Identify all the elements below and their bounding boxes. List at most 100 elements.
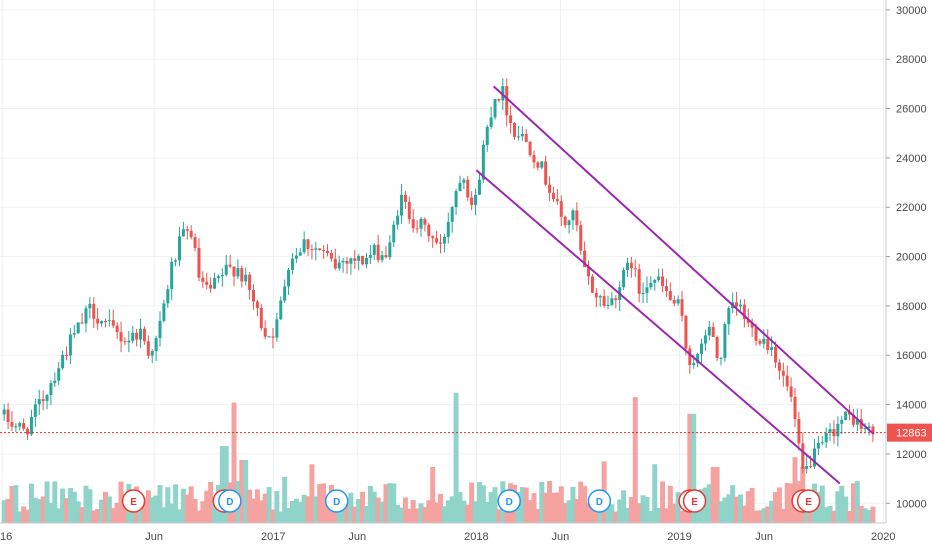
candle-body	[809, 466, 813, 468]
candle-body	[435, 238, 439, 243]
candle-body	[181, 229, 185, 237]
dividend-marker-circle	[587, 489, 612, 513]
candle-body	[322, 249, 326, 251]
volume-bar	[95, 509, 101, 523]
dividend-marker[interactable]: D	[324, 489, 349, 513]
dividend-marker[interactable]: D	[218, 489, 242, 513]
candle-body	[29, 416, 33, 435]
time-tick-label: 2018	[464, 531, 488, 543]
volume-bar	[434, 502, 440, 523]
earnings-marker[interactable]: E	[796, 489, 821, 513]
volume-bar	[593, 504, 599, 523]
candle-body	[684, 315, 688, 349]
volume-bar	[286, 507, 292, 523]
volume-bar	[200, 501, 206, 523]
candle-body	[715, 336, 719, 359]
volume-bar	[652, 464, 658, 523]
candle-body	[828, 429, 832, 433]
volume-bar	[823, 507, 829, 523]
candle-body	[497, 98, 501, 101]
volume-bar	[648, 511, 654, 523]
volume-bar	[391, 483, 397, 523]
candle-body	[719, 357, 723, 359]
volume-bar	[854, 481, 860, 523]
volume-bar	[212, 502, 218, 523]
candle-body	[33, 404, 37, 417]
volume-bar	[624, 507, 630, 523]
volume-bar	[492, 487, 498, 523]
price-candles	[2, 78, 875, 474]
channel-line	[492, 85, 875, 435]
volume-bar	[13, 485, 19, 523]
candle-body	[579, 225, 583, 251]
candle-body	[571, 210, 575, 221]
volume-bar	[617, 499, 623, 523]
volume-bar	[757, 510, 763, 523]
volume-bar	[679, 510, 685, 523]
earnings-marker-label: E	[691, 497, 698, 508]
volume-bar	[660, 481, 666, 523]
candle-body	[746, 319, 750, 323]
volume-bar	[866, 509, 872, 523]
candle-body	[213, 277, 217, 289]
volume-bar	[344, 498, 350, 523]
candle-body	[306, 239, 310, 250]
earnings-marker[interactable]: E	[682, 489, 707, 513]
price-tick-label: 16000	[896, 350, 927, 362]
candle-body	[641, 292, 645, 294]
candle-body	[466, 179, 470, 198]
candle-body	[871, 426, 875, 433]
candle-body	[14, 426, 18, 428]
volume-bar	[449, 496, 455, 523]
candle-body	[692, 363, 696, 365]
price-tick-label: 18000	[896, 301, 927, 313]
volume-bar	[531, 493, 537, 523]
volume-bar	[437, 493, 443, 523]
candle-body	[789, 386, 793, 397]
price-tick-label: 28000	[896, 54, 927, 66]
candle-body	[131, 332, 135, 341]
candle-body	[361, 255, 365, 265]
volume-bar	[406, 508, 412, 523]
last-price-label-bg	[887, 423, 932, 442]
price-tick-label: 22000	[896, 202, 927, 214]
candle-body	[700, 343, 704, 354]
candle-body	[185, 229, 189, 231]
dividend-marker[interactable]: D	[587, 489, 612, 513]
price-axis[interactable]: 10000 12000 14000 16000 18000 20000 22000 24000…	[886, 5, 927, 510]
volume-bar	[792, 457, 798, 523]
candle-body	[762, 338, 766, 344]
candle-body	[380, 255, 384, 261]
volume-bar	[667, 485, 673, 523]
candle-body	[606, 304, 610, 306]
volume-bar	[706, 484, 712, 523]
candle-body	[139, 328, 143, 340]
earnings-marker[interactable]: E	[121, 489, 146, 513]
candle-body	[388, 242, 392, 258]
volume-bar	[309, 464, 315, 523]
candle-body	[240, 268, 244, 282]
candle-body	[754, 327, 758, 341]
candle-body	[536, 162, 540, 168]
dividend-marker[interactable]: D	[497, 489, 521, 513]
candle-body	[602, 296, 606, 306]
candle-body	[567, 220, 571, 226]
last-price-label: 12863	[887, 423, 932, 442]
volume-bar	[461, 500, 467, 523]
time-axis[interactable]: 16 Jun 2017 Jun 2018 Jun 2019 Jun 2020	[0, 531, 895, 543]
volume-bar	[5, 498, 11, 523]
candle-body	[419, 218, 423, 229]
volume-bar	[586, 503, 592, 523]
volume-bar	[589, 500, 595, 523]
candle-body	[485, 126, 489, 145]
volume-bar	[114, 502, 120, 523]
volume-bar	[640, 495, 646, 523]
candle-body	[458, 182, 462, 192]
candle-body	[142, 328, 146, 342]
candle-body	[411, 219, 415, 229]
candle-body	[723, 324, 727, 358]
volume-bar	[262, 493, 268, 523]
volume-bar	[445, 500, 451, 523]
candle-body	[224, 264, 228, 275]
candle-body	[146, 341, 150, 356]
